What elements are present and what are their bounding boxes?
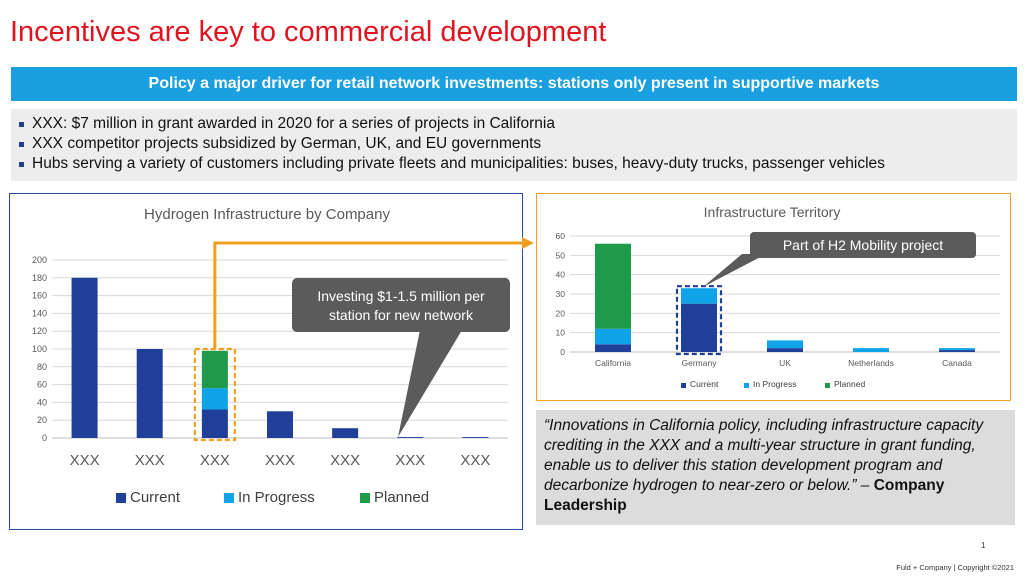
bullet-square-icon — [19, 161, 24, 167]
leadership-quote: “Innovations in California policy, inclu… — [536, 410, 1015, 525]
bullet-item: XXX: $7 million in grant awarded in 2020… — [19, 115, 555, 133]
territory-chart-panel — [536, 193, 1011, 401]
bullet-item: XXX competitor projects subsidized by Ge… — [19, 135, 541, 153]
bullet-text: XXX: $7 million in grant awarded in 2020… — [32, 115, 555, 132]
bullet-text: Hubs serving a variety of customers incl… — [32, 155, 885, 172]
policy-banner: Policy a major driver for retail network… — [11, 67, 1017, 101]
banner-text: Policy a major driver for retail network… — [148, 75, 880, 92]
company-chart-panel — [9, 193, 523, 530]
bullet-text: XXX competitor projects subsidized by Ge… — [32, 135, 542, 152]
page-number: 1 — [981, 541, 986, 550]
bullet-square-icon — [19, 121, 24, 127]
bullet-square-icon — [19, 141, 24, 147]
quote-text: “Innovations in California policy, inclu… — [544, 417, 984, 494]
copyright-footer: Fuld + Company | Copyright ©2021 — [896, 563, 1014, 572]
bullet-item: Hubs serving a variety of customers incl… — [19, 155, 885, 173]
slide-title: Incentives are key to commercial develop… — [10, 16, 607, 48]
bullet-list: XXX: $7 million in grant awarded in 2020… — [11, 109, 1017, 181]
arrow-head-icon — [522, 237, 534, 249]
quote-attribution: Company Leadership — [544, 477, 945, 514]
